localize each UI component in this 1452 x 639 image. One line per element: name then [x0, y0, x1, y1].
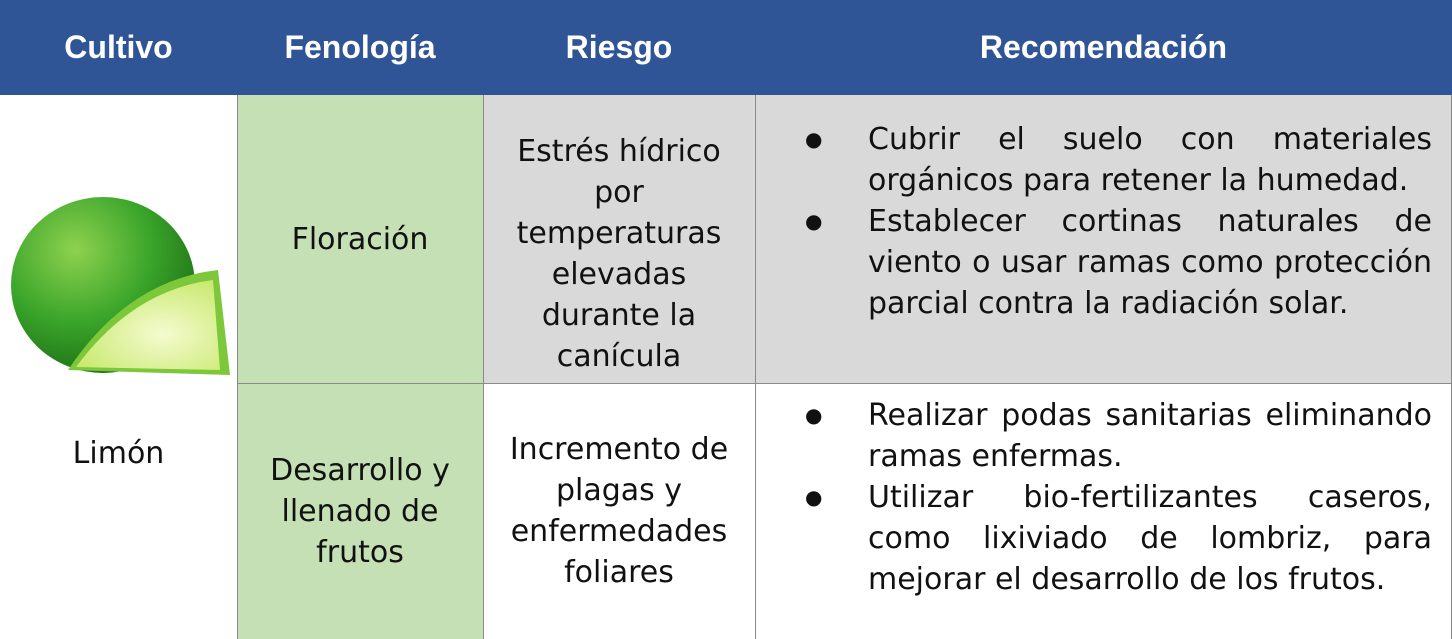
recommendation-list: Realizar podas sanitarias eliminando ram…	[755, 395, 1452, 600]
recommendation-cell: Realizar podas sanitarias eliminando ram…	[755, 383, 1452, 639]
lime-image	[11, 197, 230, 375]
crop-name: Limón	[72, 435, 165, 471]
border	[755, 95, 756, 639]
header-cell: Riesgo	[483, 0, 755, 95]
phase-cell: Floración	[237, 95, 483, 383]
recommendation-list: Cubrir el suelo con materiales orgánicos…	[755, 119, 1452, 324]
border	[483, 95, 484, 639]
recommendation-cell: Cubrir el suelo con materiales orgánicos…	[755, 95, 1452, 383]
header-cell: Recomendación	[755, 0, 1452, 95]
recommendation-item: Establecer cortinas naturales de viento …	[755, 201, 1432, 324]
border	[237, 95, 238, 639]
risk-cell: Estrés hídrico por temperaturas elevadas…	[483, 95, 755, 383]
recommendation-item: Realizar podas sanitarias eliminando ram…	[755, 395, 1432, 477]
risk-cell: Incremento de plagas y enfermedades foli…	[509, 432, 729, 590]
border	[237, 383, 1452, 384]
header-cell: Cultivo	[0, 0, 237, 95]
phase-cell: Desarrollo y llenado de frutos	[237, 383, 483, 639]
recommendation-item: Cubrir el suelo con materiales orgánicos…	[755, 119, 1432, 201]
recommendation-item: Utilizar bio-fertilizantes caseros, como…	[755, 477, 1432, 600]
header-cell: Fenología	[237, 0, 483, 95]
